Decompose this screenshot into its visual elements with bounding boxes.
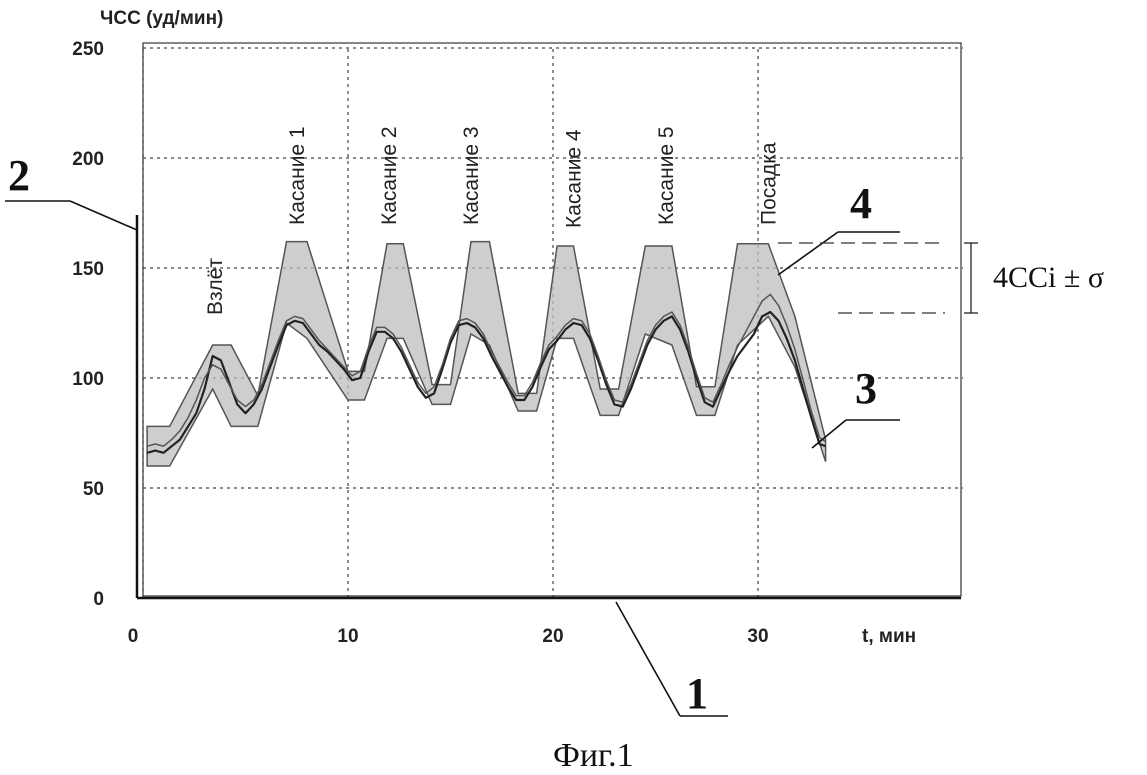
y-axis-label: ЧСС (уд/мин) [100,8,223,29]
annotation-1: Взлёт [204,258,227,315]
ref-1-pointer [616,602,680,716]
stat-band-4 [147,242,826,466]
ref-label-1: 1 [686,669,708,718]
y-tick-100: 100 [72,369,104,390]
annotation-6: Касание 5 [655,126,678,225]
y-tick-labels: 0 50 100 150 200 250 [72,39,104,610]
annotation-3: Касание 2 [378,126,401,225]
x-tick-0: 0 [128,626,139,647]
x-tick-20: 20 [542,626,563,647]
annotation-5: Касание 4 [563,129,586,228]
x-axis-label: t, мин [862,626,916,647]
y-tick-200: 200 [72,149,104,170]
ref-label-2: 2 [8,151,30,200]
x-tick-10: 10 [337,626,358,647]
x-tick-30: 30 [747,626,768,647]
ref-label-4: 4 [850,179,872,228]
ref-label-3: 3 [855,364,877,413]
annotation-7: Посадка [757,142,780,225]
y-tick-150: 150 [72,259,104,280]
annotation-4: Касание 3 [460,126,483,225]
annotation-2: Касание 1 [286,126,309,225]
ref-2-pointer [70,201,137,230]
y-tick-250: 250 [72,39,104,60]
figure-caption: Фиг.1 [553,737,634,774]
sigma-label: 4CCi ± σ [993,261,1104,294]
x-tick-labels: 0 10 20 30 [128,626,769,647]
y-tick-50: 50 [83,479,104,500]
y-tick-0: 0 [93,589,104,610]
